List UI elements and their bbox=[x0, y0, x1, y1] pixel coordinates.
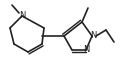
Text: N: N bbox=[19, 12, 25, 20]
Text: N: N bbox=[90, 31, 96, 41]
Text: N: N bbox=[83, 46, 89, 54]
